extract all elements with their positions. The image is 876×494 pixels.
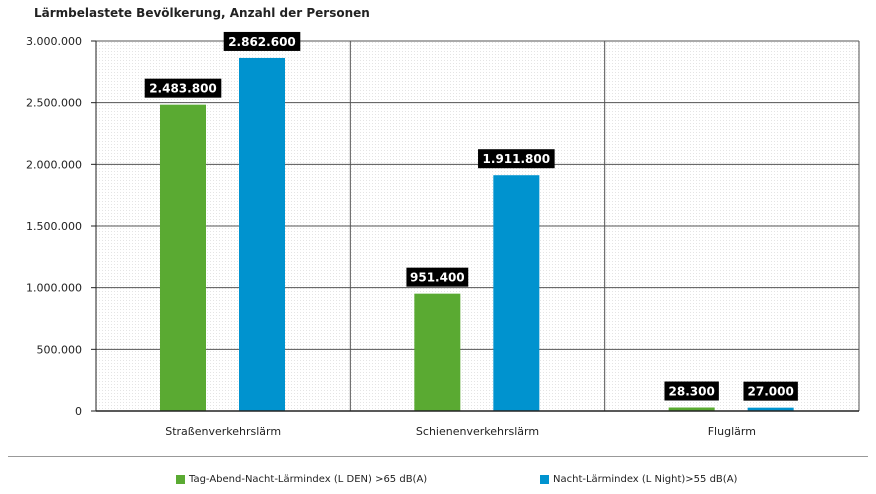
y-tick-label: 3.000.000 bbox=[26, 35, 82, 48]
legend-item-l-night: Nacht-Lärmindex (L Night)>55 dB(A) bbox=[540, 474, 737, 485]
bar-l-night bbox=[747, 407, 794, 411]
data-label-bg bbox=[223, 31, 301, 51]
legend-label-l-night: Nacht-Lärmindex (L Night)>55 dB(A) bbox=[553, 474, 738, 485]
data-label: 951.400 bbox=[410, 271, 465, 285]
legend-divider bbox=[8, 456, 868, 457]
data-label-bg bbox=[406, 267, 469, 287]
bar-l-den bbox=[160, 104, 206, 411]
x-tick-label: Straßenverkehrslärm bbox=[165, 425, 281, 438]
data-label: 27.000 bbox=[748, 385, 794, 399]
chart-title: Lärmbelastete Bevölkerung, Anzahl der Pe… bbox=[34, 6, 370, 20]
bar-chart: 2.483.800 2.862.600 951.400 1.911.800 28.300… bbox=[26, 31, 860, 438]
y-tick-label: 2.500.000 bbox=[26, 97, 82, 110]
y-tick-label: 500.000 bbox=[37, 343, 83, 356]
legend-swatch-green bbox=[176, 475, 185, 484]
y-tick-label: 1.000.000 bbox=[26, 282, 82, 295]
legend-label-l-den: Tag-Abend-Nacht-Lärmindex (L DEN) >65 dB… bbox=[189, 474, 428, 485]
data-label: 2.483.800 bbox=[149, 82, 217, 96]
x-tick-label: Fluglärm bbox=[708, 425, 756, 438]
bar-l-den bbox=[414, 293, 461, 411]
bar-l-night bbox=[239, 57, 285, 412]
data-label: 2.862.600 bbox=[228, 35, 296, 49]
y-tick-label: 1.500.000 bbox=[26, 220, 82, 233]
bar-l-den bbox=[668, 407, 715, 411]
data-label: 1.911.800 bbox=[483, 152, 551, 166]
data-label-bg bbox=[743, 381, 798, 401]
legend-swatch-blue bbox=[540, 475, 549, 484]
x-tick-label: Schienenverkehrslärm bbox=[416, 425, 539, 438]
bar-l-night bbox=[493, 175, 540, 411]
y-tick-label: 0 bbox=[75, 405, 82, 418]
legend-item-l-den: Tag-Abend-Nacht-Lärmindex (L DEN) >65 dB… bbox=[176, 474, 427, 485]
data-label-bg bbox=[664, 381, 719, 401]
y-tick-label: 2.000.000 bbox=[26, 158, 82, 171]
data-label: 28.300 bbox=[669, 385, 715, 399]
data-label-bg bbox=[144, 78, 222, 98]
data-label-bg bbox=[478, 149, 555, 169]
